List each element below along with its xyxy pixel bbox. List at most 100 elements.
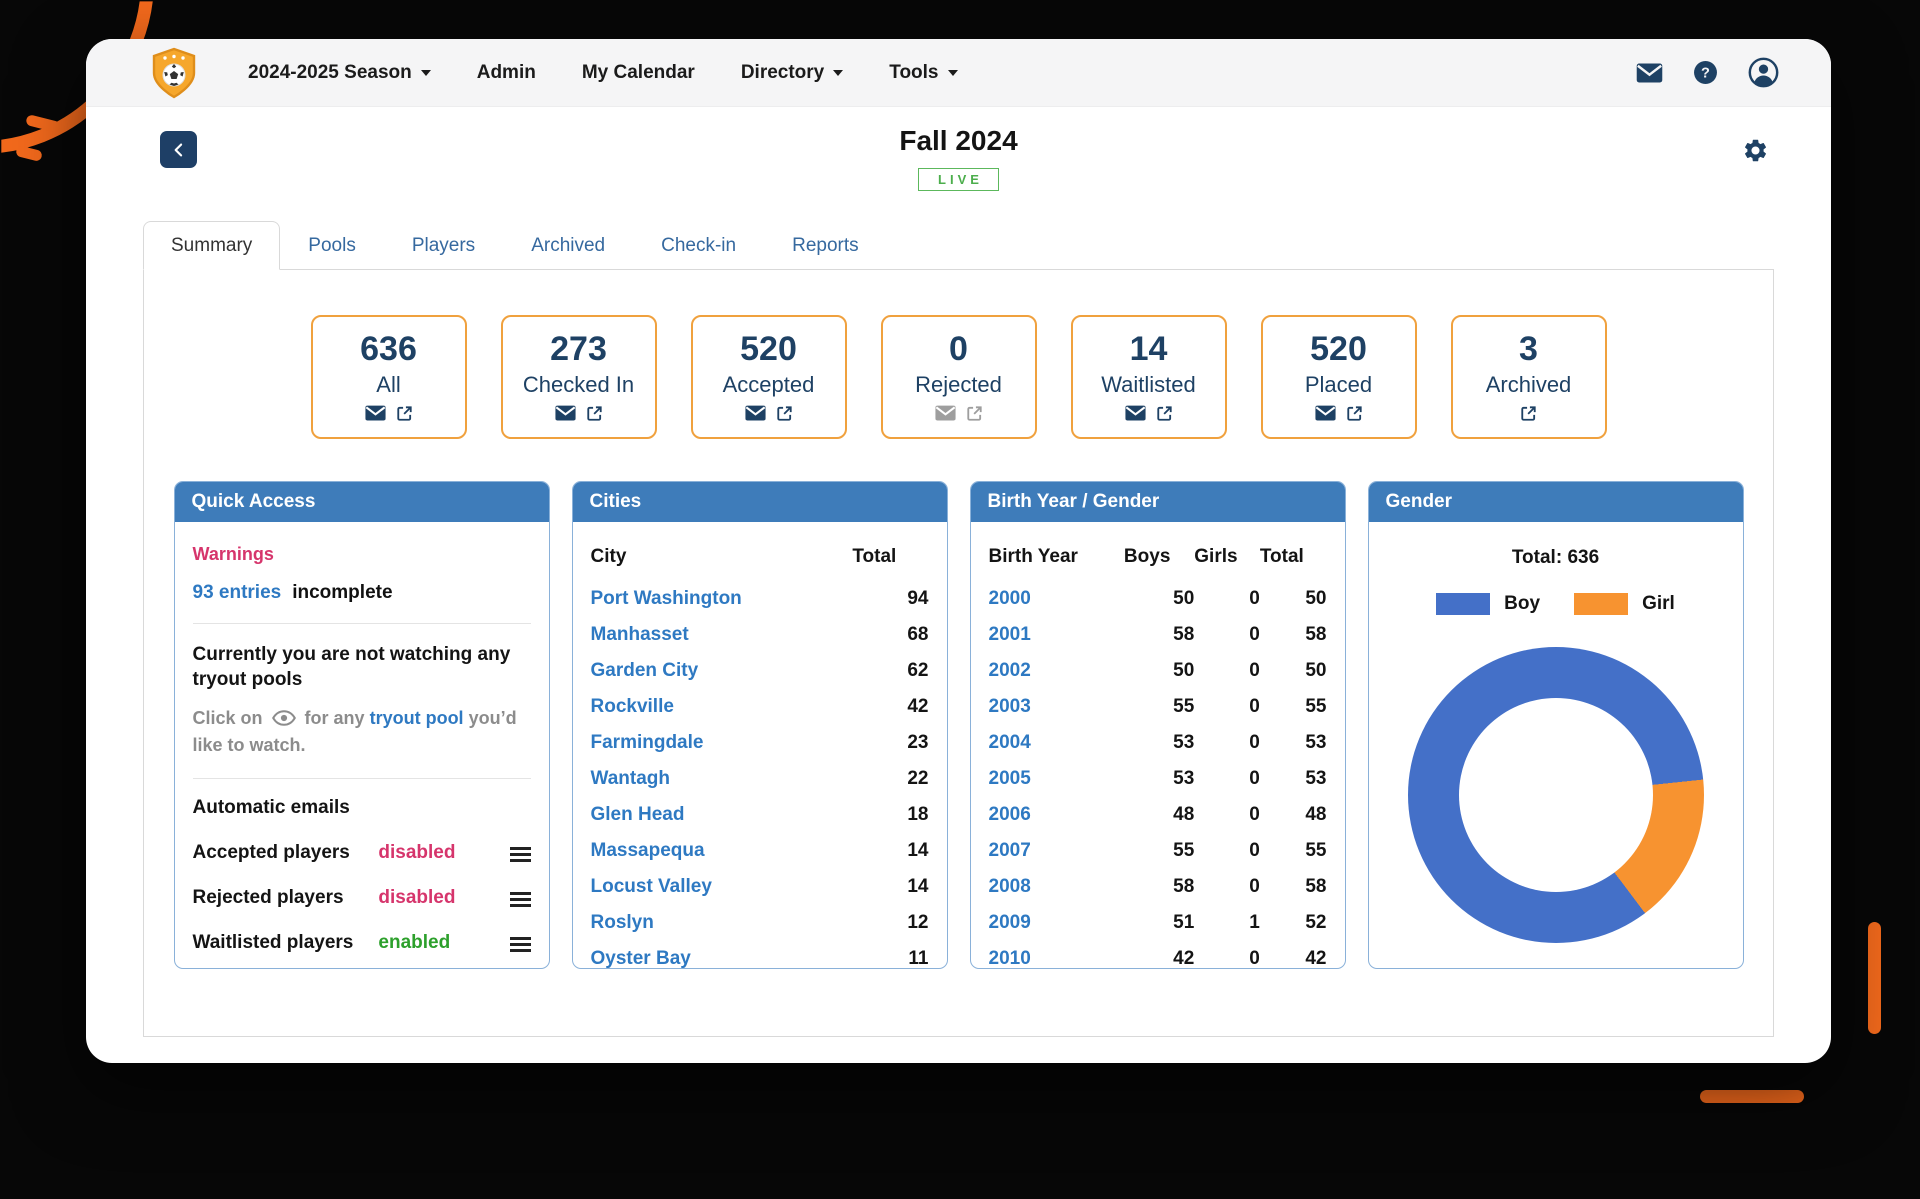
account-icon[interactable] xyxy=(1748,57,1779,88)
email-rule-row: Accepted players disabled xyxy=(193,842,531,864)
birth-year-link[interactable]: 2005 xyxy=(988,768,1031,789)
menu-icon[interactable] xyxy=(509,936,531,940)
app-window: 2024-2025 Season Admin My Calendar xyxy=(86,39,1831,1063)
boys-count: 42 xyxy=(1173,948,1195,969)
boys-count: 58 xyxy=(1173,624,1195,645)
tryout-pool-link[interactable]: tryout pool xyxy=(369,708,464,729)
birth-year-link[interactable]: 2006 xyxy=(988,804,1031,825)
club-shield-logo[interactable] xyxy=(150,47,198,99)
city-link[interactable]: Rockville xyxy=(590,696,674,717)
external-link-icon[interactable] xyxy=(776,405,793,422)
city-total: 12 xyxy=(907,912,929,933)
quick-access-body: Warnings 93 entries incomplete Currently … xyxy=(175,522,549,954)
stat-card-label: All xyxy=(376,371,401,397)
birth-year-link[interactable]: 2010 xyxy=(988,948,1031,969)
divider xyxy=(192,623,531,624)
tab-bar: Summary Pools Players Archived Check-in … xyxy=(143,221,1774,270)
nav-item-label: Directory xyxy=(740,61,825,83)
birth-year-link[interactable]: 2004 xyxy=(988,732,1031,753)
stat-card: 520 Accepted xyxy=(690,315,847,439)
stat-card-value: 273 xyxy=(550,330,607,369)
cities-table: City Total Port Washington 94 xyxy=(590,544,929,969)
envelope-icon[interactable] xyxy=(1314,405,1336,421)
birth-year-link[interactable]: 2007 xyxy=(988,840,1031,861)
year-total: 58 xyxy=(1305,876,1327,897)
stat-card-actions xyxy=(744,405,793,422)
table-row: 2006 48 0 48 xyxy=(989,797,1327,833)
birth-year-link[interactable]: 2002 xyxy=(988,660,1031,681)
table-row: 2009 51 1 52 xyxy=(989,905,1327,941)
table-row: 2001 58 0 58 xyxy=(989,617,1327,653)
city-link[interactable]: Wantagh xyxy=(590,768,671,789)
tab[interactable]: Reports xyxy=(792,235,859,256)
birth-year-link[interactable]: 2008 xyxy=(988,876,1031,897)
city-link[interactable]: Roslyn xyxy=(590,912,654,933)
stat-card-actions xyxy=(364,405,413,422)
city-link[interactable]: Glen Head xyxy=(590,804,685,825)
external-link-icon[interactable] xyxy=(1346,405,1363,422)
city-link[interactable]: Garden City xyxy=(590,660,699,681)
envelope-icon[interactable] xyxy=(554,405,576,421)
external-link-icon[interactable] xyxy=(1156,405,1173,422)
birth-year-link[interactable]: 2000 xyxy=(988,588,1031,609)
decoration-dash xyxy=(1868,922,1881,1034)
tab[interactable]: Check-in xyxy=(661,235,737,256)
column-header: Girls xyxy=(1194,546,1238,567)
city-link[interactable]: Manhasset xyxy=(590,624,689,645)
back-button[interactable] xyxy=(160,131,197,168)
birth-year-link[interactable]: 2001 xyxy=(988,624,1031,645)
chevron-down-icon xyxy=(833,69,844,76)
tab[interactable]: Pools xyxy=(308,235,356,256)
stat-card-label: Rejected xyxy=(915,371,1002,397)
table-row: Garden City 62 xyxy=(591,653,929,689)
nav-item-label: Admin xyxy=(476,61,536,83)
envelope-icon[interactable] xyxy=(1124,405,1146,421)
nav-item[interactable]: Tools xyxy=(889,62,958,84)
envelope-icon[interactable] xyxy=(934,405,956,421)
legend-swatch-girl xyxy=(1574,593,1629,615)
column-header: Total xyxy=(1259,546,1304,567)
stat-card-actions xyxy=(934,405,983,422)
help-icon[interactable]: ? xyxy=(1693,60,1718,85)
nav-item[interactable]: Directory xyxy=(740,61,844,84)
mail-icon[interactable] xyxy=(1636,63,1663,83)
gear-icon[interactable] xyxy=(1742,137,1769,164)
city-link[interactable]: Oyster Bay xyxy=(590,948,691,969)
nav-item[interactable]: Admin xyxy=(477,62,536,84)
tab[interactable]: Archived xyxy=(531,235,606,256)
external-link-icon[interactable] xyxy=(966,405,983,422)
season-selector[interactable]: 2024-2025 Season xyxy=(248,62,431,84)
tab[interactable]: Players xyxy=(411,235,476,256)
city-link[interactable]: Port Washington xyxy=(590,588,742,609)
city-link[interactable]: Locust Valley xyxy=(590,876,712,897)
boys-count: 50 xyxy=(1173,588,1195,609)
city-link[interactable]: Farmingdale xyxy=(590,732,704,753)
incomplete-entries-link[interactable]: 93 entries xyxy=(192,582,282,603)
birth-year-link[interactable]: 2009 xyxy=(988,912,1031,933)
city-total: 94 xyxy=(907,588,929,609)
table-row: Wantagh 22 xyxy=(591,761,929,797)
envelope-icon[interactable] xyxy=(744,405,766,421)
city-total: 11 xyxy=(908,948,929,969)
city-total: 62 xyxy=(907,660,929,681)
divider xyxy=(192,778,531,780)
menu-icon[interactable] xyxy=(509,891,531,895)
table-header-row: Birth Year Boys Girls Total xyxy=(989,544,1327,581)
table-row: 2000 50 0 50 xyxy=(989,581,1327,617)
menu-icon[interactable] xyxy=(509,846,531,850)
girls-count: 0 xyxy=(1249,948,1260,969)
external-link-icon[interactable] xyxy=(396,405,413,422)
nav-item[interactable]: My Calendar xyxy=(582,62,695,84)
external-link-icon[interactable] xyxy=(1520,405,1537,422)
city-link[interactable]: Massapequa xyxy=(590,840,705,861)
table-row: 2002 50 0 50 xyxy=(989,653,1327,689)
gender-total-label: Total: 636 xyxy=(1511,547,1600,568)
birth-year-link[interactable]: 2003 xyxy=(988,696,1031,717)
boys-count: 53 xyxy=(1173,768,1195,789)
external-link-icon[interactable] xyxy=(586,405,603,422)
envelope-icon[interactable] xyxy=(364,405,386,421)
tab[interactable]: Summary xyxy=(143,221,281,270)
stat-card-label: Accepted xyxy=(722,371,815,397)
city-total: 68 xyxy=(907,624,929,645)
nav-menu: 2024-2025 Season Admin My Calendar xyxy=(248,62,958,84)
